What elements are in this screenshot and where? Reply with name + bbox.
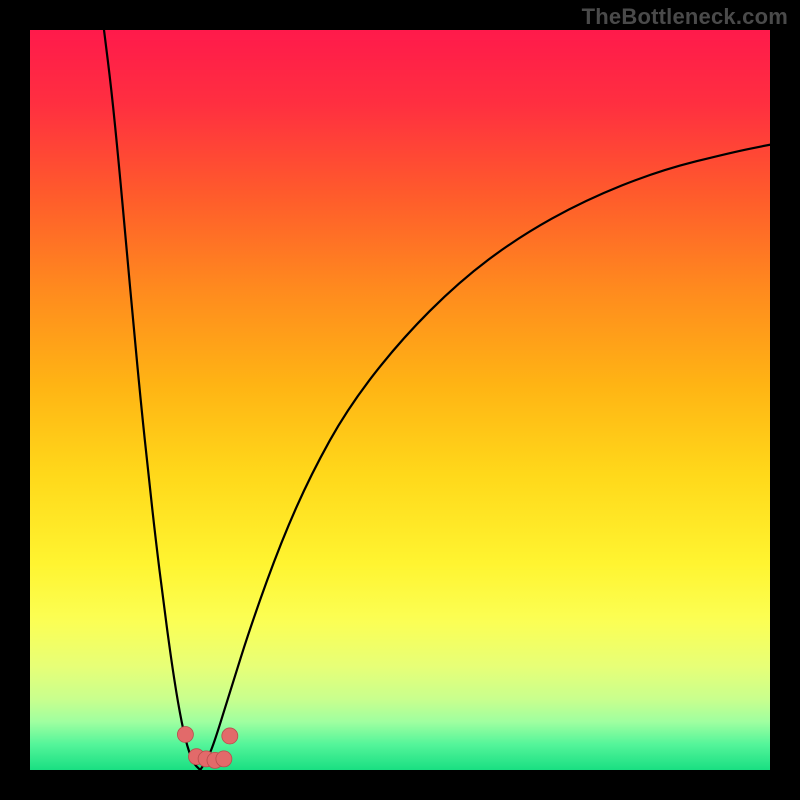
chart-stage: TheBottleneck.com	[0, 0, 800, 800]
data-marker	[216, 751, 232, 767]
watermark-text: TheBottleneck.com	[582, 4, 788, 30]
chart-svg	[0, 0, 800, 800]
data-marker	[222, 728, 238, 744]
data-marker	[177, 726, 193, 742]
